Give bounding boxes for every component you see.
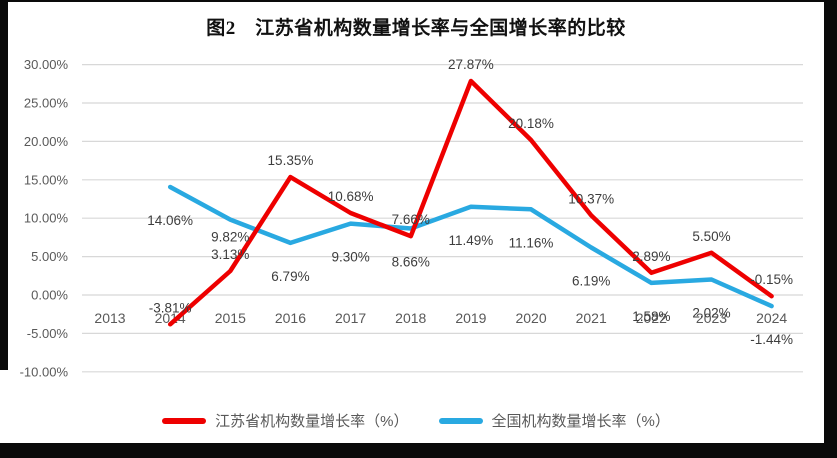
jiangsu-growth-line <box>167 78 774 327</box>
data-point-label: 11.49% <box>449 233 494 248</box>
x-axis-year-label: 2018 <box>395 310 426 326</box>
data-point-label: 27.87% <box>448 57 494 72</box>
data-point-label: 7.66% <box>392 212 430 227</box>
y-axis-tick-label: 25.00% <box>24 96 69 111</box>
chart-canvas: 图2 江苏省机构数量增长率与全国增长率的比较 30.00% 25.00% 20.00… <box>8 2 824 443</box>
data-point-label: 6.19% <box>572 273 610 288</box>
data-point-label: 9.82% <box>211 230 249 245</box>
y-axis-tick-label: -10.00% <box>20 364 69 379</box>
y-axis-tick-label: 20.00% <box>24 134 69 149</box>
data-point-label: 10.37% <box>568 191 614 206</box>
data-point-label: 10.68% <box>328 189 374 204</box>
y-axis-tick-label: 0.00% <box>31 288 68 303</box>
x-axis-year-label: 2017 <box>335 310 366 326</box>
data-point-label: 9.30% <box>331 250 369 265</box>
chart-legend: 江苏省机构数量增长率（%） 全国机构数量增长率（%） <box>8 410 824 431</box>
national-series-swatch-icon <box>438 417 483 424</box>
jiangsu-series-swatch-icon <box>162 417 207 424</box>
legend-label-national: 全国机构数量增长率（%） <box>491 413 670 430</box>
y-axis-tick-label: 10.00% <box>24 211 69 226</box>
x-axis-year-label: 2015 <box>215 310 246 326</box>
data-point-label: 1.58% <box>632 309 670 324</box>
y-axis-tick-label: 15.00% <box>24 172 69 187</box>
legend-item-jiangsu[interactable]: 江苏省机构数量增长率（%） <box>162 410 409 431</box>
data-point-label: 6.79% <box>271 269 309 284</box>
x-axis-year-label: 2022 <box>636 310 667 326</box>
data-point-label: -1.44% <box>750 332 793 347</box>
data-point-label: 15.35% <box>268 153 314 168</box>
data-point-label: 14.06% <box>147 213 193 228</box>
y-axis-tick-label: -5.00% <box>27 326 69 341</box>
legend-item-national[interactable]: 全国机构数量增长率（%） <box>438 410 670 431</box>
data-point-label: -0.15% <box>750 272 793 287</box>
y-axis-tick-label: 5.00% <box>31 249 68 264</box>
data-point-label: -3.81% <box>149 300 192 315</box>
x-axis-year-label: 2019 <box>455 310 486 326</box>
data-point-label: 8.66% <box>392 254 430 269</box>
y-axis-tick-label: 30.00% <box>24 57 69 72</box>
x-axis-year-label: 2013 <box>94 310 125 326</box>
legend-label-jiangsu: 江苏省机构数量增长率（%） <box>215 413 409 430</box>
x-axis-year-label: 2020 <box>515 310 546 326</box>
data-point-label: 20.18% <box>508 116 554 131</box>
bezel-notch <box>0 370 8 443</box>
x-axis-year-label: 2023 <box>696 310 727 326</box>
data-point-label: 5.50% <box>692 229 730 244</box>
chart-title: 图2 江苏省机构数量增长率与全国增长率的比较 <box>206 18 626 39</box>
data-point-label: 11.16% <box>509 235 554 250</box>
x-axis-year-label: 2021 <box>576 310 607 326</box>
x-axis-year-label: 2024 <box>756 310 787 326</box>
x-axis-year-label: 2016 <box>275 310 306 326</box>
national-growth-line <box>167 184 774 309</box>
line-chart-plot: 30.00% 25.00% 20.00% 15.00% 10.00% 5.00% 0.00%… <box>20 57 803 379</box>
data-point-label: 2.02% <box>692 305 730 320</box>
data-point-label: 3.13% <box>211 247 249 262</box>
x-axis-year-label: 2014 <box>155 310 186 326</box>
data-point-label: 2.89% <box>632 249 670 264</box>
